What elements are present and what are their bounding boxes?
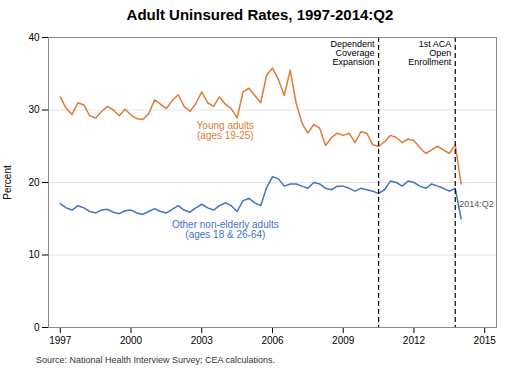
svg-text:2006: 2006 xyxy=(261,335,284,346)
svg-text:Percent: Percent xyxy=(2,165,13,200)
svg-text:20: 20 xyxy=(28,177,40,188)
svg-text:2000: 2000 xyxy=(120,335,143,346)
svg-text:0: 0 xyxy=(34,322,40,333)
svg-text:2015: 2015 xyxy=(474,335,497,346)
svg-text:2009: 2009 xyxy=(332,335,355,346)
html-text:Adult Uninsured Rates, 1997-20: Adult Uninsured Rates, 1997-2014:Q2 xyxy=(126,6,394,23)
svg-text:40: 40 xyxy=(28,32,40,43)
svg-text:DependentCoverageExpansion: DependentCoverageExpansion xyxy=(331,39,376,67)
svg-text:1997: 1997 xyxy=(49,335,72,346)
svg-text:2014:Q2: 2014:Q2 xyxy=(459,199,494,209)
svg-text:10: 10 xyxy=(28,249,40,260)
html-text:Source: National Health Interv: Source: National Health Interview Survey… xyxy=(36,355,276,365)
svg-text:Other non-elderly adults(ages: Other non-elderly adults(ages 18 & 26-64… xyxy=(172,219,279,240)
svg-text:30: 30 xyxy=(28,104,40,115)
svg-text:Young adults(ages 19-25): Young adults(ages 19-25) xyxy=(197,120,254,141)
svg-text:2003: 2003 xyxy=(191,335,214,346)
svg-text:1st ACAOpenEnrollment: 1st ACAOpenEnrollment xyxy=(408,39,452,67)
svg-text:2012: 2012 xyxy=(403,335,426,346)
